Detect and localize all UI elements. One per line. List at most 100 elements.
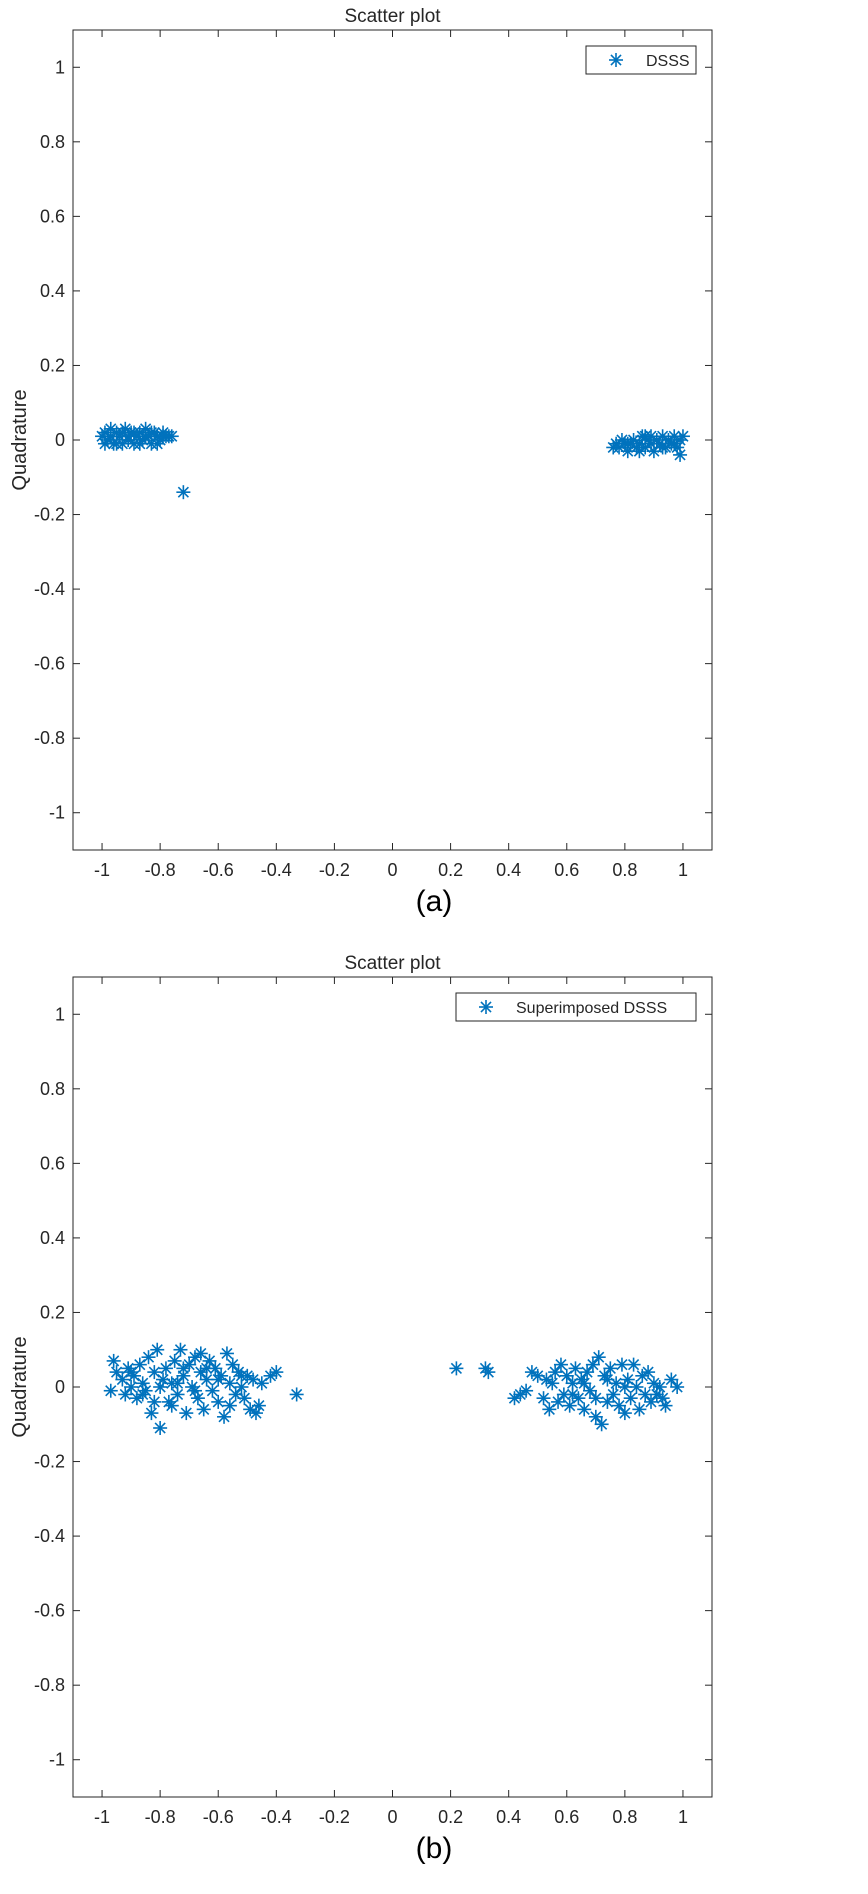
data-point (211, 1372, 226, 1387)
x-tick-label: -0.8 (145, 860, 176, 880)
data-point (147, 1394, 162, 1409)
data-point (600, 1372, 615, 1387)
data-point (588, 1391, 603, 1406)
data-point (135, 1387, 150, 1402)
x-tick-label: 0.8 (612, 860, 637, 880)
y-tick-label: -0.2 (34, 505, 65, 525)
x-tick-label: 0.6 (554, 860, 579, 880)
data-point (147, 1365, 162, 1380)
data-point (632, 1402, 647, 1417)
x-tick-label: 0.8 (612, 1807, 637, 1827)
data-point (548, 1365, 563, 1380)
data-point (583, 1383, 598, 1398)
data-point (144, 1406, 159, 1421)
y-tick-label: 0.2 (40, 355, 65, 375)
data-point (132, 1357, 147, 1372)
x-tick-label: -0.8 (145, 1807, 176, 1827)
data-point (109, 1365, 124, 1380)
data-point (551, 1394, 566, 1409)
data-point (211, 1394, 226, 1409)
y-tick-label: 0.8 (40, 1079, 65, 1099)
figure-caption-b: (b) (415, 1832, 453, 1865)
chart-title: Scatter plot (344, 6, 441, 27)
data-point (103, 1383, 118, 1398)
data-point (638, 429, 653, 444)
data-point (620, 436, 635, 451)
data-point (632, 444, 647, 459)
data-point (664, 1372, 679, 1387)
x-tick-label: -1 (94, 860, 110, 880)
x-tick-label: -0.2 (319, 860, 350, 880)
data-point (222, 1376, 237, 1391)
data-point (536, 1391, 551, 1406)
data-point (115, 1372, 130, 1387)
data-point (121, 433, 136, 447)
data-point (623, 1391, 638, 1406)
data-point (559, 1368, 574, 1383)
y-tick-label: -1 (49, 1750, 65, 1770)
data-point (585, 1357, 600, 1372)
data-point (153, 1421, 168, 1435)
data-point (545, 1376, 560, 1391)
data-point (237, 1391, 252, 1406)
data-point (594, 1417, 609, 1432)
legend-label: Superimposed DSSS (516, 1000, 667, 1017)
x-tick-label: -0.2 (319, 1807, 350, 1827)
x-tick-label: 0.2 (438, 860, 463, 880)
chart-panel-a: Scatter plot -1 -0.8 -0.6 -0.4 -0.2 0 0.2 0.4 0.6… (9, 6, 713, 918)
data-point (481, 1365, 496, 1380)
data-point (673, 447, 688, 462)
y-tick-label: -1 (49, 803, 65, 823)
data-point (553, 1357, 568, 1372)
data-point (170, 1376, 185, 1391)
data-point (289, 1387, 304, 1402)
x-tick-label: -0.4 (261, 860, 292, 880)
x-axis-label: In-phase (354, 889, 432, 890)
legend: Superimposed DSSS (455, 992, 697, 1022)
data-point (167, 1353, 182, 1368)
data-point (199, 1361, 214, 1376)
data-point (658, 1398, 673, 1413)
chart-title: Scatter plot (344, 953, 441, 974)
data-point (269, 1365, 284, 1380)
data-point (132, 436, 147, 451)
data-point (176, 1361, 191, 1376)
data-point (153, 1380, 168, 1394)
x-tick-label: -0.6 (203, 860, 234, 880)
legend-label: DSSS (646, 53, 690, 70)
data-point (219, 1346, 234, 1361)
series-dsss (95, 421, 690, 500)
x-tick-label: -1 (94, 1807, 110, 1827)
data-point (222, 1398, 237, 1413)
data-point (542, 1402, 557, 1417)
x-tick-label: -0.4 (261, 1807, 292, 1827)
series-superimposed-dsss (103, 1342, 685, 1435)
data-point (519, 1383, 534, 1398)
x-tick-label: 1 (678, 860, 688, 880)
data-point (193, 1346, 208, 1361)
legend-marker (609, 53, 623, 67)
data-point (150, 1342, 165, 1357)
data-point (600, 1394, 615, 1409)
data-point (124, 1380, 139, 1394)
data-point (179, 1406, 194, 1421)
x-axis-label: In-phase (354, 1836, 432, 1837)
data-point (129, 1391, 144, 1406)
scatter-chart-a: Scatter plot -1 -0.8 -0.6 -0.4 -0.2 0 0.2 0.4 0.6… (9, 6, 713, 890)
data-point (588, 1409, 603, 1424)
data-point (205, 1383, 220, 1398)
data-point (603, 1361, 618, 1376)
y-tick-label: -0.4 (34, 1526, 65, 1546)
data-point (617, 1380, 632, 1394)
data-point (568, 1361, 583, 1376)
data-point (577, 1376, 592, 1391)
data-point (614, 1357, 629, 1372)
data-point (612, 1398, 627, 1413)
y-axis-label: Quadrature (9, 389, 31, 490)
x-tick-label: -0.6 (203, 1807, 234, 1827)
data-point (141, 1350, 156, 1365)
data-point (670, 1380, 685, 1394)
data-point (667, 436, 682, 451)
y-tick-label: -0.2 (34, 1452, 65, 1472)
x-tick-label: 0 (387, 860, 397, 880)
